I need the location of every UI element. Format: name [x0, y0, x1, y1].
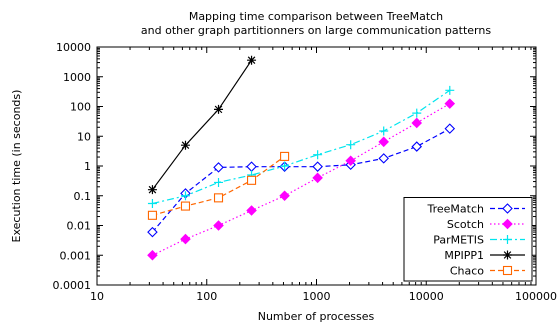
- data-point-chaco: [147, 210, 157, 220]
- legend-marker-chaco: [502, 265, 513, 276]
- data-point-chaco: [247, 175, 257, 185]
- data-point-parmetis: [412, 108, 422, 118]
- data-point-treematch: [444, 123, 456, 134]
- x-tick-label: 10000: [409, 290, 444, 303]
- data-point-scotch: [213, 220, 224, 231]
- x-tick-label: 100: [196, 290, 217, 303]
- x-tick-label: 100000: [515, 290, 557, 303]
- data-point-mpipp1: [214, 104, 224, 114]
- data-point-treematch: [213, 162, 224, 173]
- series-mpipp1: [147, 55, 257, 195]
- y-tick-label: 0.1: [74, 190, 92, 203]
- y-tick-label: 1: [84, 160, 91, 173]
- y-tick-label: 10: [77, 130, 91, 143]
- y-tick-label: 10000: [56, 41, 91, 54]
- chart-title: Mapping time comparison between TreeMatc…: [189, 10, 443, 23]
- legend-marker-treematch: [502, 203, 513, 214]
- axes: 10 100 1000 10000 100000 0.0001 0.001 0.01 0.1 1 1…: [53, 41, 558, 303]
- legend-label-treematch: TreeMatch: [427, 203, 485, 216]
- series-parmetis: [147, 85, 455, 208]
- data-point-parmetis: [147, 198, 157, 208]
- x-axis-label: Number of processes: [258, 310, 375, 323]
- chart-subtitle: and other graph partitionners on large c…: [141, 24, 491, 37]
- legend-marker-scotch: [502, 218, 513, 230]
- data-point-scotch: [345, 155, 356, 167]
- y-tick-label: 0.0001: [53, 279, 92, 292]
- data-point-scotch: [411, 117, 423, 129]
- data-point-scotch: [444, 98, 456, 109]
- data-point-scotch: [378, 136, 389, 148]
- legend-label-scotch: Scotch: [447, 218, 484, 231]
- data-point-chaco: [180, 201, 191, 211]
- series-layer: [147, 55, 456, 261]
- data-point-scotch: [246, 205, 257, 216]
- data-point-parmetis: [214, 177, 224, 187]
- x-tick-label: 10: [90, 290, 104, 303]
- legend-marker-parmetis: [503, 235, 512, 244]
- series-scotch: [147, 98, 456, 261]
- data-point-treematch: [246, 161, 257, 172]
- data-point-scotch: [147, 249, 158, 261]
- series-line-scotch: [152, 103, 451, 256]
- y-tick-label: 0.01: [67, 220, 92, 233]
- series-chaco: [147, 151, 290, 220]
- data-point-parmetis: [346, 140, 356, 150]
- legend: TreeMatch Scotch ParMETIS MPIPP1 Chaco: [403, 197, 533, 282]
- series-line-mpipp1: [151, 59, 253, 191]
- legend-label-parmetis: ParMETIS: [433, 234, 484, 247]
- legend-label-mpipp1: MPIPP1: [444, 249, 484, 262]
- y-axis-label: Execution time (in seconds): [10, 90, 23, 243]
- data-point-mpipp1: [147, 185, 157, 195]
- data-point-chaco: [280, 151, 290, 161]
- y-tick-label: 100: [70, 101, 91, 114]
- legend-marker-mpipp1: [503, 250, 512, 260]
- data-point-chaco: [213, 193, 224, 203]
- data-point-mpipp1: [180, 140, 190, 150]
- data-point-scotch: [180, 233, 191, 245]
- data-point-treematch: [411, 141, 423, 152]
- series-line-treematch: [151, 128, 451, 233]
- data-point-scotch: [312, 172, 323, 184]
- y-tick-label: 1000: [63, 71, 91, 84]
- data-point-treematch: [147, 226, 158, 238]
- data-point-parmetis: [379, 126, 389, 136]
- data-point-treematch: [312, 161, 323, 172]
- data-point-treematch: [378, 153, 389, 164]
- data-point-scotch: [279, 190, 290, 202]
- x-tick-label: 1000: [303, 290, 331, 303]
- legend-label-chaco: Chaco: [450, 265, 484, 278]
- data-point-mpipp1: [247, 55, 257, 65]
- series-line-parmetis: [152, 89, 451, 205]
- data-point-parmetis: [280, 161, 290, 171]
- data-point-parmetis: [313, 150, 323, 160]
- y-tick-label: 0.001: [60, 249, 92, 262]
- data-point-parmetis: [445, 85, 455, 95]
- data-point-parmetis: [180, 191, 190, 201]
